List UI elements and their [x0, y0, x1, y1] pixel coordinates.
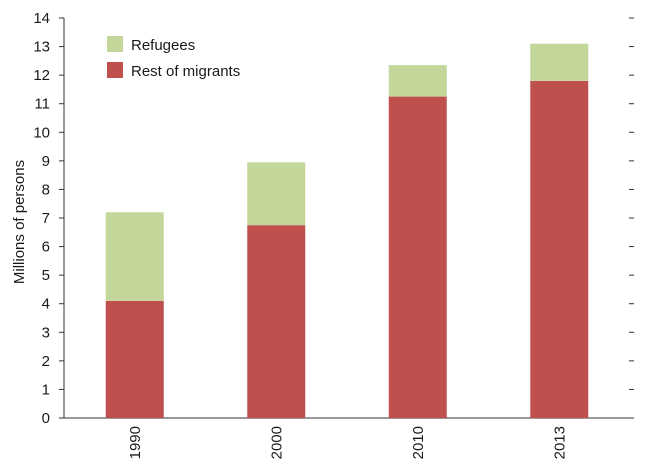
x-tick-label: 2010 — [410, 426, 427, 459]
y-tick-label: 5 — [42, 267, 50, 284]
bar-rest-of-migrants-2010 — [388, 96, 447, 419]
bar-refugees-2013 — [530, 43, 589, 81]
y-tick-label: 13 — [33, 39, 50, 56]
x-labels: 1990 2000 2010 2013 — [127, 426, 569, 459]
x-tick-label: 2000 — [268, 426, 285, 459]
y-tick-label: 2 — [42, 353, 50, 370]
bar-rest-of-migrants-2013 — [530, 80, 589, 418]
bar-rest-of-migrants-1990 — [105, 300, 164, 418]
bars — [105, 43, 589, 419]
y-tick-label: 6 — [42, 239, 50, 256]
legend-swatch-refugees — [107, 36, 123, 52]
bar-refugees-1990 — [105, 212, 164, 301]
y-tick-label: 14 — [33, 10, 50, 27]
y-axis-title: Millions of persons — [11, 160, 28, 284]
y-ticks-right — [629, 17, 634, 419]
y-tick-label: 3 — [42, 324, 50, 341]
y-tick-label: 9 — [42, 153, 50, 170]
y-tick-label: 7 — [42, 210, 50, 227]
x-tick-label: 2013 — [551, 426, 568, 459]
bar-rest-of-migrants-2000 — [247, 225, 306, 418]
y-tick-label: 8 — [42, 181, 50, 198]
x-tick-label: 1990 — [127, 426, 144, 459]
y-tick-label: 0 — [42, 410, 50, 427]
bar-refugees-2000 — [247, 162, 306, 226]
legend-label-refugees: Refugees — [131, 37, 195, 54]
y-tick-label: 1 — [42, 381, 50, 398]
legend: Refugees Rest of migrants — [107, 36, 240, 80]
y-tick-label: 4 — [42, 296, 50, 313]
y-tick-label: 12 — [33, 67, 50, 84]
y-tick-label: 10 — [33, 124, 50, 141]
legend-swatch-rest-of-migrants — [107, 62, 123, 78]
y-tick-label: 11 — [34, 96, 50, 113]
bar-refugees-2010 — [388, 65, 447, 97]
legend-label-rest-of-migrants: Rest of migrants — [131, 63, 240, 80]
